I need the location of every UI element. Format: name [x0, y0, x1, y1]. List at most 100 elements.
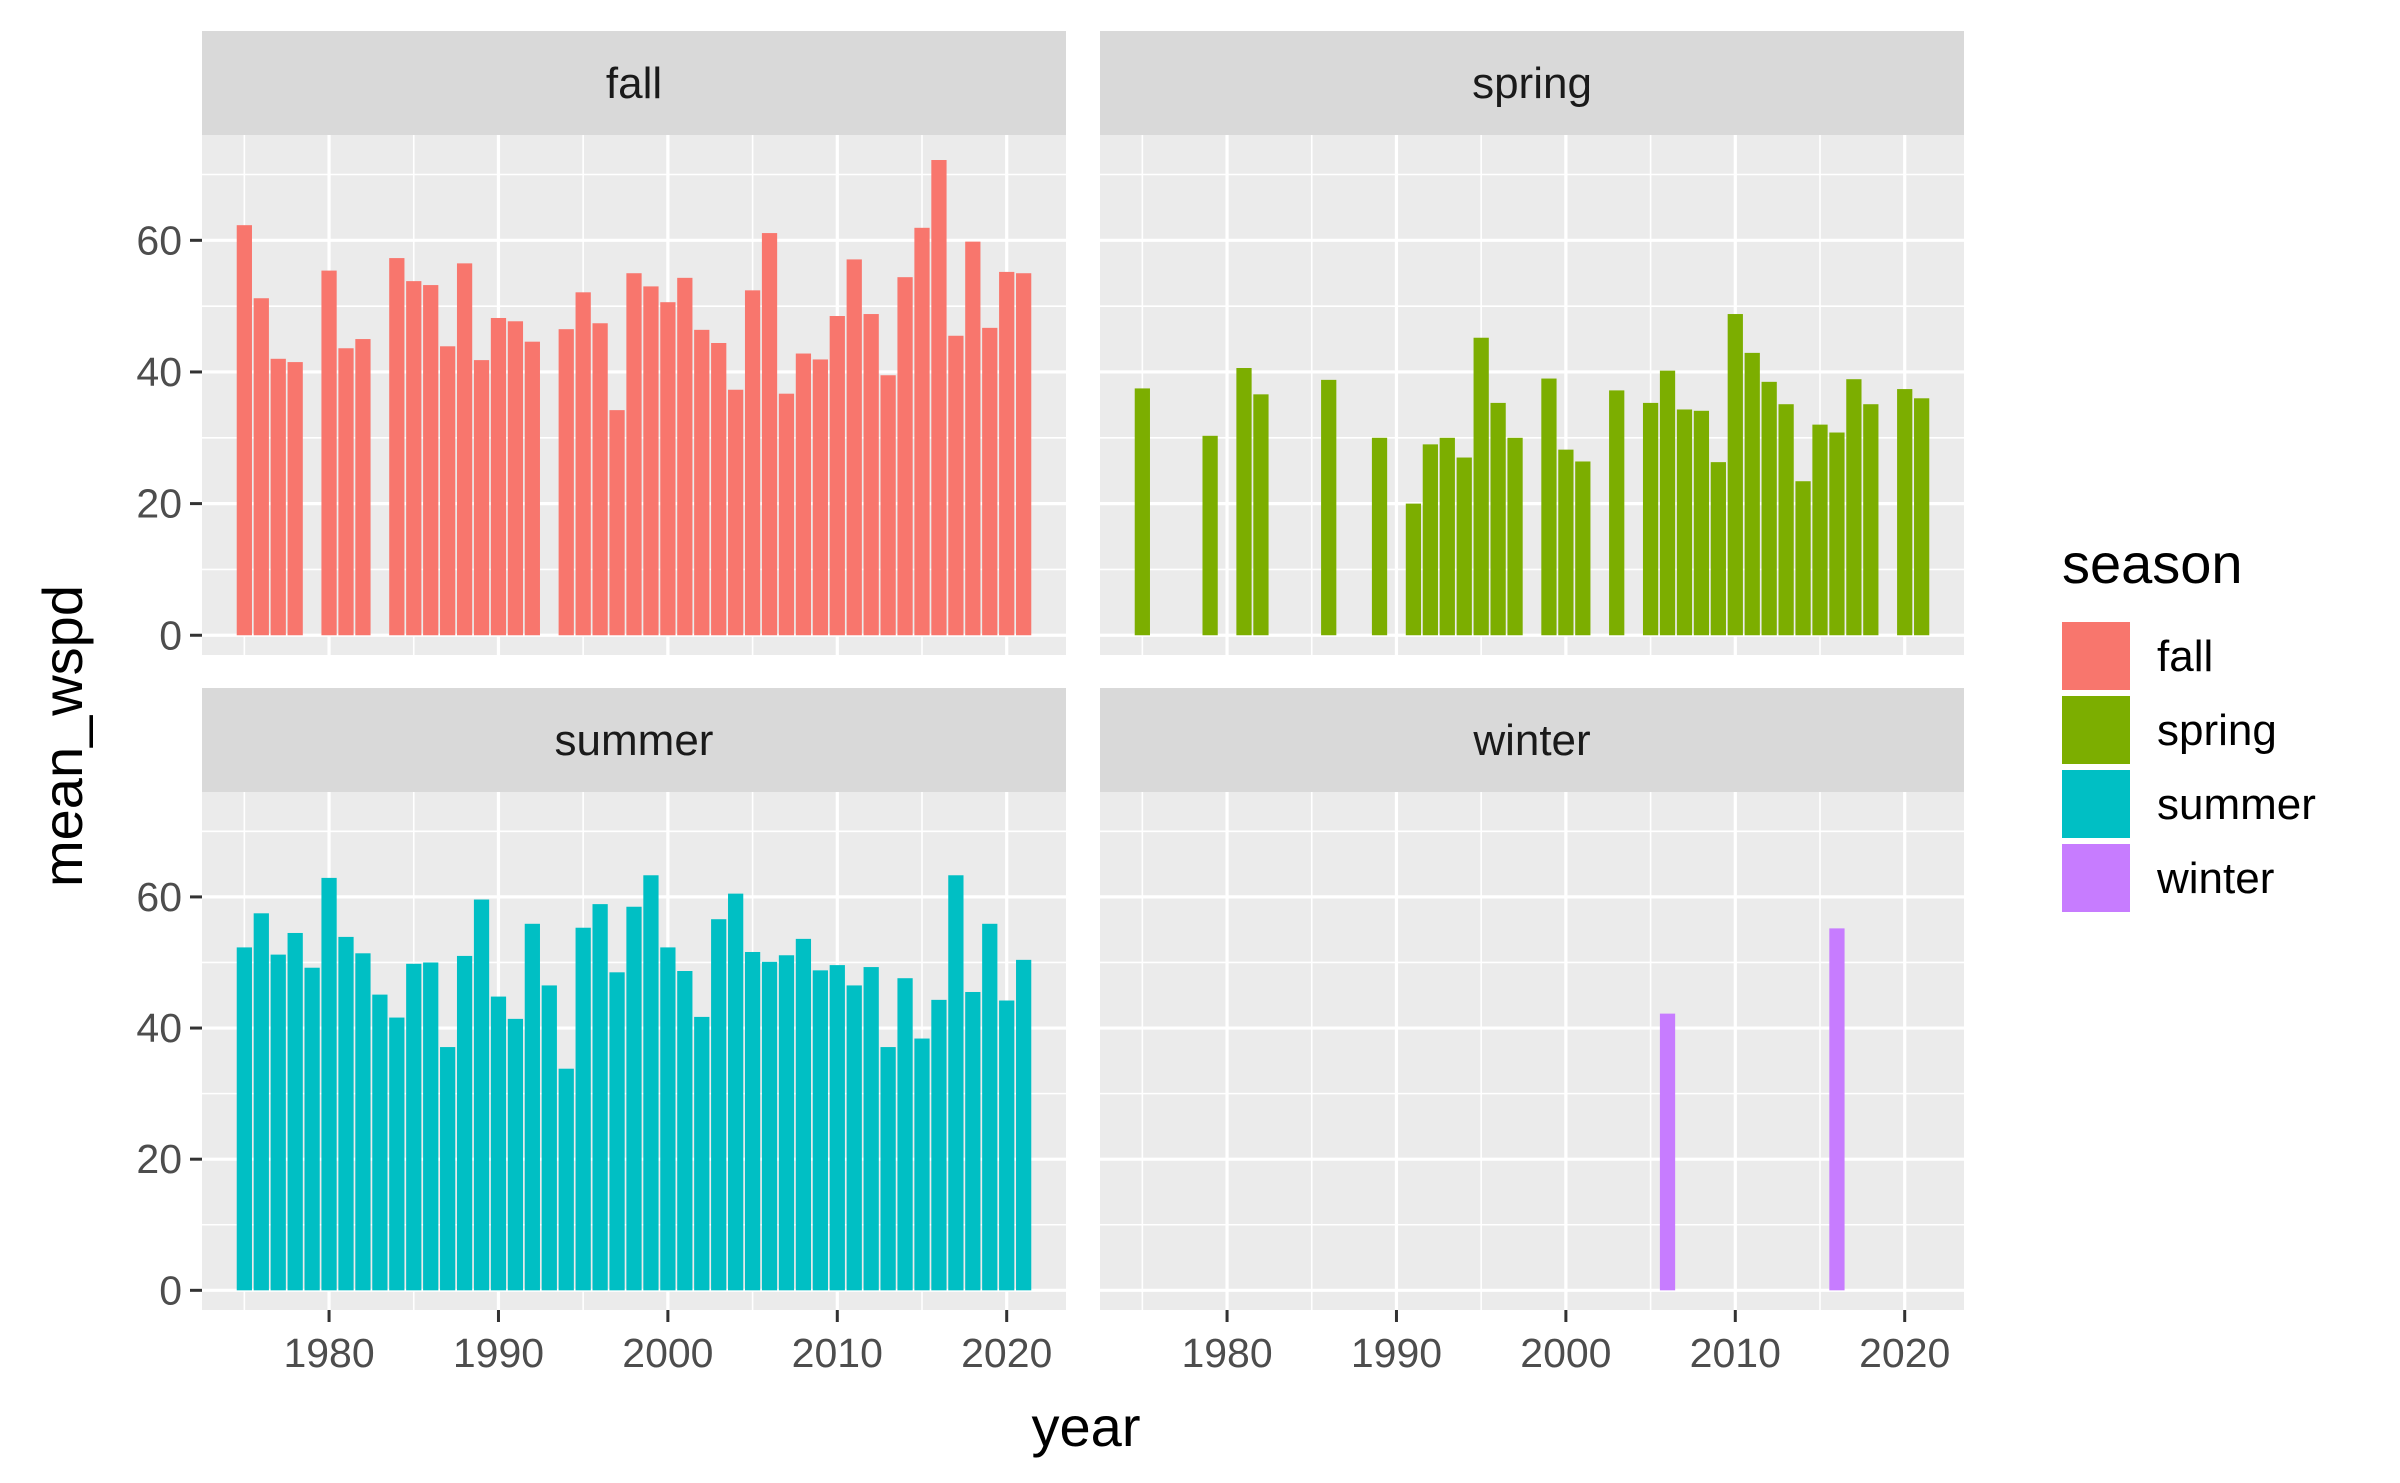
bar — [1897, 389, 1913, 636]
bar — [372, 994, 388, 1291]
bar — [1541, 378, 1557, 636]
bar — [948, 335, 964, 636]
bar — [406, 963, 422, 1291]
bar — [1202, 435, 1218, 636]
bar — [1659, 1013, 1676, 1291]
bar — [812, 359, 828, 636]
bar — [1846, 379, 1862, 636]
bar — [1134, 388, 1150, 636]
bar — [287, 362, 303, 636]
y-axis-title: mean_wspd — [31, 585, 94, 887]
bar — [795, 353, 812, 636]
bar — [677, 277, 693, 636]
bar — [609, 410, 625, 636]
bar — [338, 936, 354, 1291]
legend-label: fall — [2157, 632, 2213, 681]
y-tick-label: 40 — [136, 1005, 182, 1051]
bar — [1693, 410, 1710, 636]
bar — [694, 329, 710, 636]
bar — [592, 904, 608, 1291]
panel-summer: summer — [202, 688, 1066, 1310]
bar — [948, 875, 964, 1291]
x-tick-label: 2000 — [1520, 1330, 1611, 1376]
strip-spring — [1100, 31, 1964, 135]
bar — [761, 233, 778, 636]
bar — [965, 241, 981, 636]
bar — [473, 360, 490, 636]
bar — [1507, 437, 1523, 636]
bar — [626, 906, 642, 1291]
legend-key-spring — [2062, 696, 2130, 764]
bar — [1829, 432, 1845, 636]
bar — [1727, 314, 1743, 636]
bar — [778, 393, 795, 636]
x-axis: 1980 1990 2000 2010 2020 1980 1990 2000 2010 2020 — [283, 1310, 1950, 1376]
legend-key-summer — [2062, 770, 2130, 838]
bar — [1642, 402, 1659, 636]
y-tick-label: 60 — [136, 874, 182, 920]
bar — [456, 955, 473, 1291]
bar — [880, 375, 896, 636]
bar — [914, 227, 930, 636]
bar — [1439, 437, 1455, 636]
y-tick-label: 40 — [136, 349, 182, 395]
bar — [931, 999, 947, 1291]
bar — [694, 1016, 710, 1291]
panel-winter: winter — [1100, 688, 1964, 1310]
bar — [270, 954, 286, 1291]
legend-title: season — [2062, 532, 2243, 595]
bar — [931, 160, 947, 636]
x-tick-label: 1990 — [1351, 1330, 1442, 1376]
bar — [389, 258, 405, 636]
legend-key-winter — [2062, 844, 2130, 912]
y-tick-label: 0 — [159, 612, 182, 658]
bars-fall — [236, 160, 1032, 636]
bar — [456, 263, 473, 636]
bar — [1829, 928, 1845, 1291]
bar — [355, 339, 371, 636]
bar — [795, 938, 812, 1291]
bar — [677, 971, 693, 1291]
bar — [846, 259, 862, 636]
bar — [914, 1038, 930, 1291]
x-tick-label: 2010 — [1690, 1330, 1781, 1376]
bar — [965, 991, 981, 1291]
bar — [321, 877, 337, 1291]
x-tick-label: 2010 — [792, 1330, 883, 1376]
legend-label: winter — [2156, 854, 2274, 903]
x-tick-label: 1980 — [283, 1330, 374, 1376]
bar — [558, 329, 574, 636]
bar — [829, 316, 845, 636]
bar — [744, 951, 761, 1291]
bar — [389, 1017, 405, 1291]
strip-fall — [202, 31, 1066, 135]
bar — [626, 273, 642, 636]
bar — [541, 985, 557, 1291]
bars-summer — [236, 875, 1032, 1291]
bar — [440, 1047, 456, 1291]
bar — [744, 290, 761, 636]
bar — [524, 341, 540, 636]
bar — [812, 970, 828, 1291]
bar — [643, 286, 659, 636]
bar — [1676, 409, 1693, 636]
strip-label: fall — [606, 59, 662, 108]
bar — [1914, 398, 1930, 636]
bar — [355, 953, 371, 1291]
y-axis: 0 20 40 60 0 20 40 60 — [136, 217, 202, 1313]
bar — [253, 298, 269, 636]
y-tick-label: 60 — [136, 217, 182, 263]
bar — [1795, 481, 1811, 636]
bar — [304, 967, 320, 1291]
bar — [558, 1068, 574, 1291]
x-tick-label: 2020 — [961, 1330, 1052, 1376]
bar — [338, 348, 354, 636]
bar — [1778, 404, 1794, 636]
strip-summer — [202, 688, 1066, 792]
bar — [643, 875, 659, 1291]
bar — [423, 962, 439, 1291]
legend-key-fall — [2062, 622, 2130, 690]
bar — [982, 327, 998, 636]
bar — [863, 314, 879, 636]
bar — [863, 967, 879, 1291]
